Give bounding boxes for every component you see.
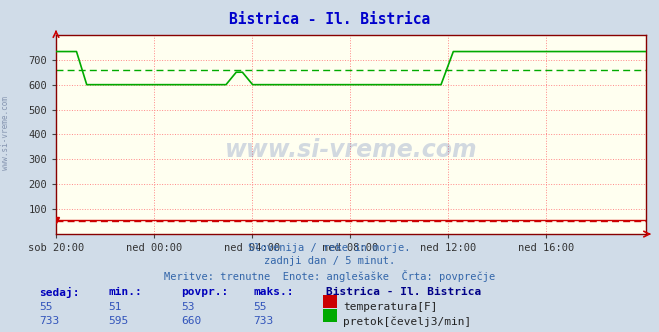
Text: Meritve: trenutne  Enote: anglešaške  Črta: povprečje: Meritve: trenutne Enote: anglešaške Črta…	[164, 270, 495, 282]
Text: sedaj:: sedaj:	[40, 287, 80, 298]
Text: 53: 53	[181, 302, 194, 312]
Text: 733: 733	[254, 316, 274, 326]
Text: 51: 51	[109, 302, 122, 312]
Text: Slovenija / reke in morje.: Slovenija / reke in morje.	[248, 243, 411, 253]
Text: 595: 595	[109, 316, 129, 326]
Text: www.si-vreme.com: www.si-vreme.com	[1, 96, 10, 170]
Text: Bistrica - Il. Bistrica: Bistrica - Il. Bistrica	[326, 287, 482, 297]
Text: 733: 733	[40, 316, 60, 326]
Text: Bistrica - Il. Bistrica: Bistrica - Il. Bistrica	[229, 12, 430, 27]
Text: 55: 55	[40, 302, 53, 312]
Text: min.:: min.:	[109, 287, 142, 297]
Text: zadnji dan / 5 minut.: zadnji dan / 5 minut.	[264, 256, 395, 266]
Text: pretok[čevelj3/min]: pretok[čevelj3/min]	[343, 316, 472, 327]
Text: temperatura[F]: temperatura[F]	[343, 302, 438, 312]
Text: www.si-vreme.com: www.si-vreme.com	[225, 138, 477, 162]
Text: povpr.:: povpr.:	[181, 287, 229, 297]
Text: 660: 660	[181, 316, 202, 326]
Text: 55: 55	[254, 302, 267, 312]
Text: maks.:: maks.:	[254, 287, 294, 297]
